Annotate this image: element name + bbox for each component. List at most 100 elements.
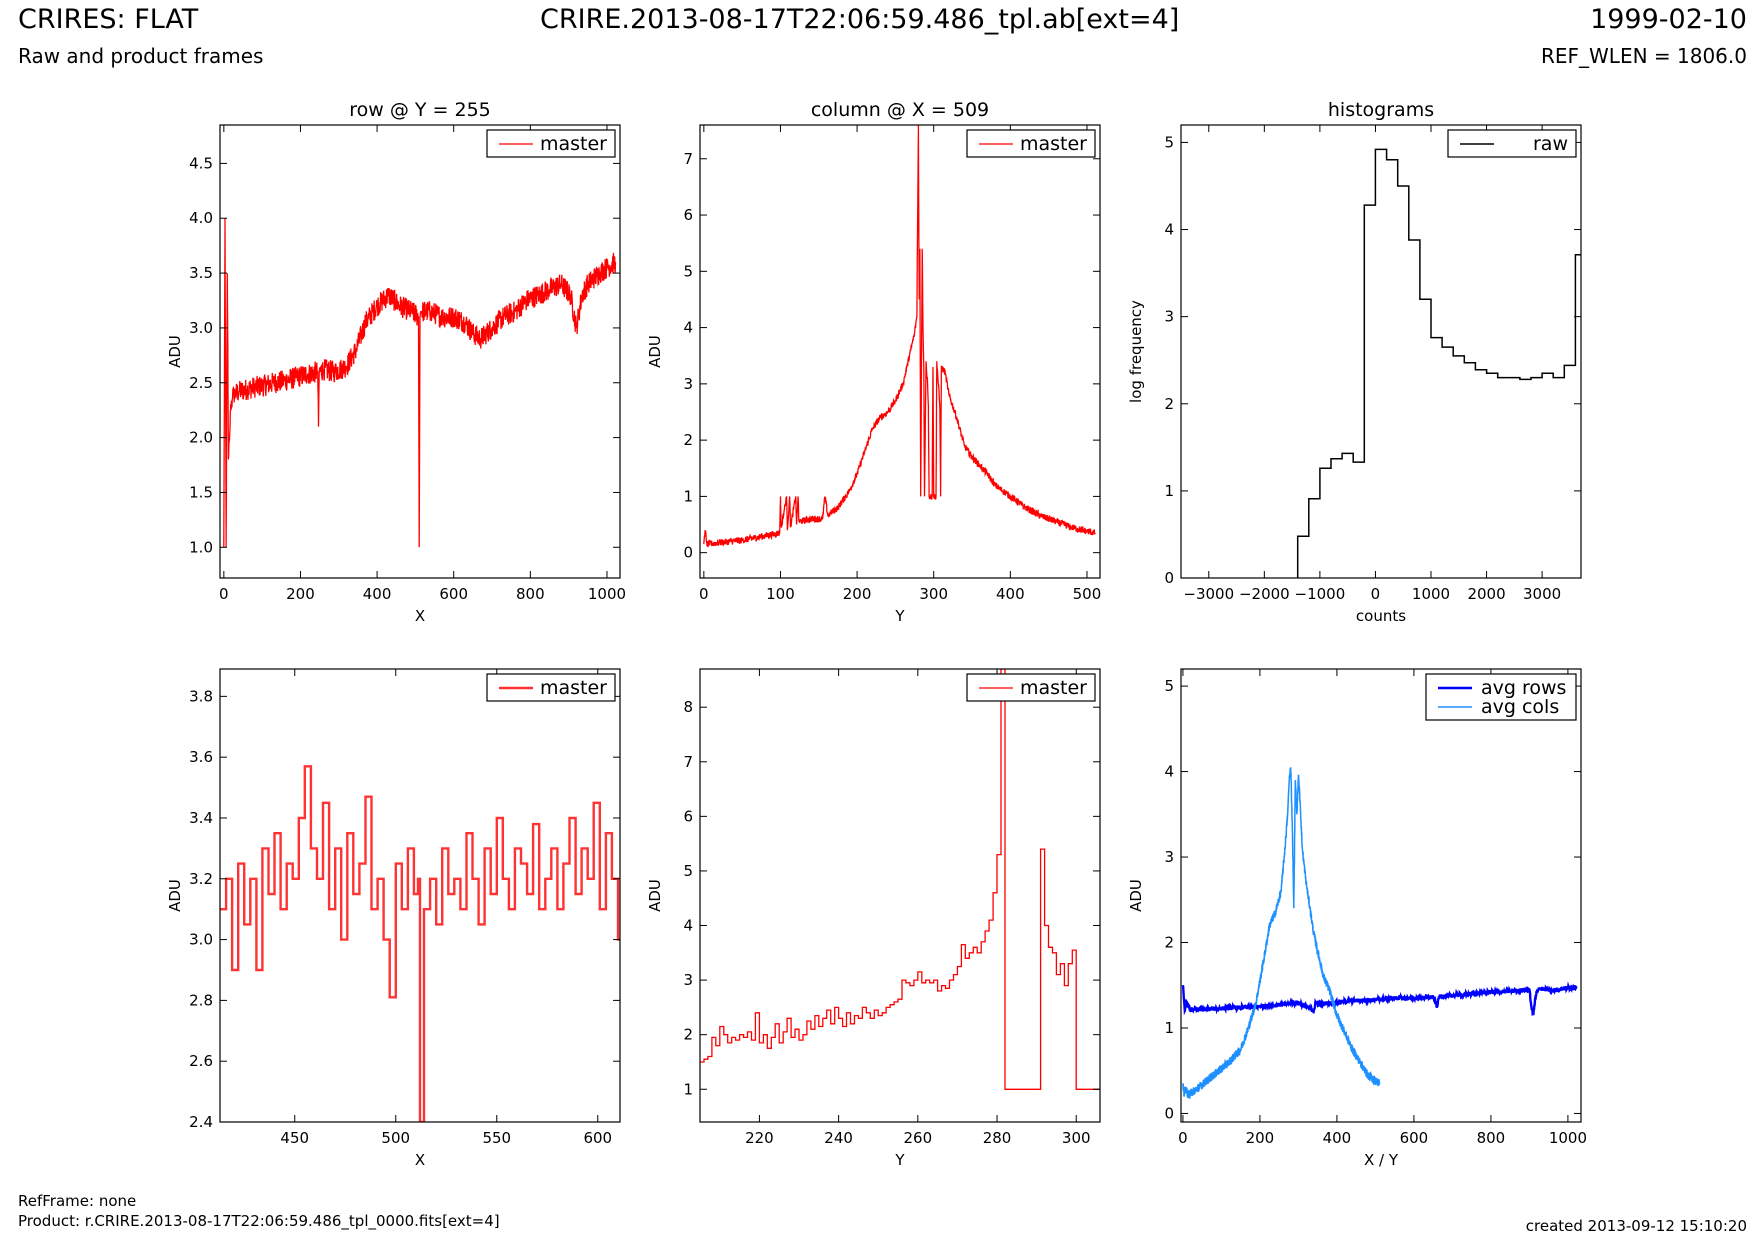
- y-tick-label: 2.5: [189, 374, 213, 392]
- series-line-master: [703, 125, 1096, 547]
- y-tick-label: 4: [1164, 763, 1174, 781]
- y-tick-label: 7: [683, 753, 693, 771]
- x-tick-label: 400: [1323, 1129, 1352, 1147]
- y-tick-label: 3: [1164, 848, 1174, 866]
- chart-averages: 0 200 400 600 800 1000 0 1 2 3 4 5 X / Y ADU avg rowsa…: [1127, 668, 1587, 1169]
- y-tick-label: 2: [1164, 395, 1174, 413]
- y-axis-label: ADU: [166, 335, 184, 368]
- x-tick-label: 500: [381, 1129, 410, 1147]
- y-tick-label: 1.5: [189, 483, 213, 501]
- x-tick-label: 0: [1371, 585, 1381, 603]
- x-axis-label: counts: [1356, 607, 1406, 625]
- x-tick-label: 600: [1400, 1129, 1429, 1147]
- x-tick-label: 550: [482, 1129, 511, 1147]
- x-tick-label: 200: [843, 585, 872, 603]
- legend-box: [1425, 673, 1577, 721]
- x-tick-label: 800: [1477, 1129, 1506, 1147]
- y-axis-label: ADU: [166, 879, 184, 912]
- x-tick-label: 240: [824, 1129, 853, 1147]
- y-tick-label: 8: [683, 698, 693, 716]
- x-tick-label: 2000: [1467, 585, 1505, 603]
- footer-refframe: RefFrame: none: [18, 1192, 137, 1210]
- y-tick-label: 1: [1164, 482, 1174, 500]
- report-subtitle: Raw and product frames: [18, 44, 264, 68]
- y-tick-label: 2: [683, 1026, 693, 1044]
- y-tick-label: 3.4: [189, 809, 213, 827]
- y-tick-label: 3.0: [189, 931, 213, 949]
- y-axis-label: log frequency: [1127, 300, 1145, 403]
- frame-filename: CRIRE.2013-08-17T22:06:59.486_tpl.ab[ext…: [540, 4, 1180, 35]
- y-tick-label: 3.5: [189, 264, 213, 282]
- axes-frame: [699, 124, 1101, 579]
- x-tick-label: 220: [745, 1129, 774, 1147]
- legend: master: [966, 129, 1096, 158]
- x-tick-label: 1000: [588, 585, 626, 603]
- x-tick-label: 0: [699, 585, 709, 603]
- axes-frame: [219, 124, 621, 579]
- legend: master: [966, 673, 1096, 702]
- y-tick-label: 0: [1164, 1104, 1174, 1122]
- x-tick-label: −2000: [1239, 585, 1290, 603]
- x-tick-label: 300: [1062, 1129, 1091, 1147]
- series-line-avg-rows: [1181, 981, 1578, 1017]
- chart-column: 0 100 200 300 400 500 0 1 2 3 4 5 6 7 column @ X = 509…: [646, 99, 1101, 625]
- legend-label: avg cols: [1481, 696, 1559, 718]
- ref-wavelength: REF_WLEN = 1806.0: [1540, 44, 1747, 68]
- y-tick-label: 5: [1164, 677, 1174, 695]
- legend: raw: [1447, 129, 1577, 158]
- y-tick-label: 2.6: [189, 1052, 213, 1070]
- y-tick-label: 3.0: [189, 319, 213, 337]
- x-tick-label: 600: [583, 1129, 612, 1147]
- legend-label: avg rows: [1481, 677, 1566, 699]
- series-line-avg-cols: [1182, 767, 1381, 1099]
- x-tick-label: 400: [363, 585, 392, 603]
- x-tick-label: 450: [280, 1129, 309, 1147]
- y-tick-label: 2.8: [189, 991, 213, 1009]
- x-tick-label: 300: [919, 585, 948, 603]
- y-tick-label: 3: [683, 971, 693, 989]
- x-axis-label: Y: [894, 607, 905, 625]
- x-tick-label: 280: [983, 1129, 1012, 1147]
- x-tick-label: 500: [1073, 585, 1102, 603]
- chart-hist: −3000 −2000 −1000 0 1000 2000 3000 0 1 2 3 4 5 histog…: [1127, 99, 1582, 625]
- legend-label: master: [1020, 677, 1087, 699]
- x-tick-label: 800: [516, 585, 545, 603]
- y-tick-label: 0: [1164, 569, 1174, 587]
- plot-area-row_zoom: [220, 765, 620, 1122]
- plot-area-averages: [1181, 767, 1578, 1099]
- y-tick-label: 6: [683, 807, 693, 825]
- series-line-master: [223, 218, 617, 548]
- x-axis-label: Y: [894, 1151, 905, 1169]
- y-axis-label: ADU: [646, 335, 664, 368]
- x-tick-label: 600: [439, 585, 468, 603]
- x-tick-label: 200: [286, 585, 315, 603]
- legend-label: master: [540, 133, 607, 155]
- y-tick-label: 5: [683, 862, 693, 880]
- y-tick-label: 4.0: [189, 209, 213, 227]
- observation-date: 1999-02-10: [1590, 4, 1747, 35]
- y-tick-label: 1: [683, 487, 693, 505]
- y-tick-label: 1: [683, 1080, 693, 1098]
- y-tick-label: 2.0: [189, 429, 213, 447]
- x-tick-label: 400: [996, 585, 1025, 603]
- series-line-master: [220, 765, 620, 1122]
- y-tick-label: 4: [1164, 221, 1174, 239]
- plot-area-hist: [1296, 148, 1581, 578]
- axes-frame: [1180, 668, 1582, 1123]
- y-tick-label: 7: [683, 150, 693, 168]
- y-tick-label: 6: [683, 206, 693, 224]
- legend: master: [486, 129, 616, 158]
- x-tick-label: 100: [766, 585, 795, 603]
- chart-title: row @ Y = 255: [349, 99, 491, 121]
- x-axis-label: X: [415, 1151, 425, 1169]
- y-tick-label: 1: [1164, 1019, 1174, 1037]
- y-tick-label: 3: [683, 375, 693, 393]
- chart-column_zoom: 220 240 260 280 300 1 2 3 4 5 6 7 8 Y ADU master: [646, 668, 1101, 1169]
- y-tick-label: 4: [683, 319, 693, 337]
- axes-frame: [1180, 124, 1582, 579]
- y-tick-label: 5: [1164, 133, 1174, 151]
- plot-area-column: [703, 125, 1096, 547]
- x-tick-label: 0: [219, 585, 229, 603]
